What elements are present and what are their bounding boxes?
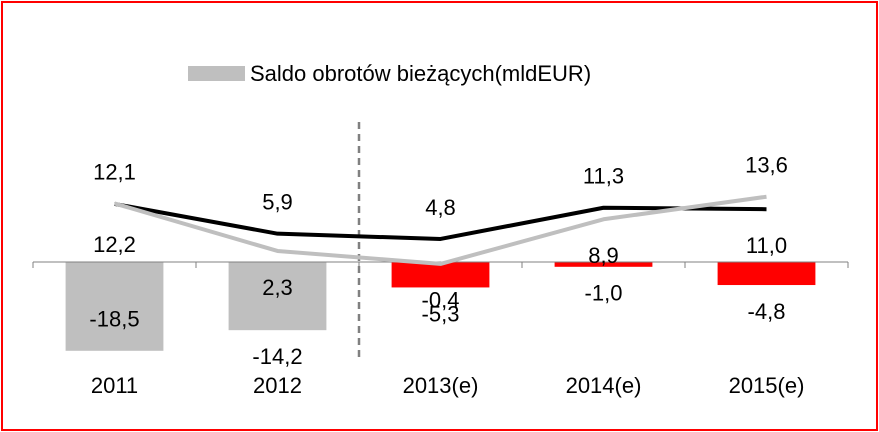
bar-value-label: -5,3 (422, 301, 460, 326)
x-tick-label: 2011 (91, 373, 138, 398)
line-value-label: -0,4 (422, 288, 460, 313)
x-tick-label: 2012 (253, 373, 302, 398)
line-value-label: 11,0 (746, 233, 787, 258)
line (113, 194, 767, 266)
x-tick-label: 2014(e) (566, 373, 642, 398)
bar (391, 262, 490, 288)
bar (228, 262, 327, 331)
legend-label: Saldo obrotów bieżących(mldEUR) (250, 61, 591, 86)
line-value-label: 4,8 (425, 195, 456, 220)
bar (65, 262, 164, 351)
line-value-label: 11,3 (583, 164, 624, 189)
bar-value-label: -14,2 (252, 344, 302, 369)
line-value-label: 8,9 (588, 243, 619, 268)
bar-value-label: -4,8 (748, 299, 786, 324)
bar (554, 262, 653, 267)
line-value-label: 2,3 (262, 275, 293, 300)
line-value-label: 13,6 (745, 153, 788, 178)
line-value-label: 5,9 (262, 189, 293, 214)
bar (717, 262, 816, 286)
x-tick-label: 2013(e) (403, 373, 479, 398)
line-value-label: 12,2 (93, 232, 136, 257)
legend-swatch (188, 66, 245, 81)
x-tick-label: 2015(e) (729, 373, 805, 398)
bar-value-label: -18,5 (89, 307, 139, 332)
line (114, 201, 767, 241)
line-value-label: 12,1 (93, 159, 136, 184)
bar-value-label: -1,0 (585, 281, 623, 306)
